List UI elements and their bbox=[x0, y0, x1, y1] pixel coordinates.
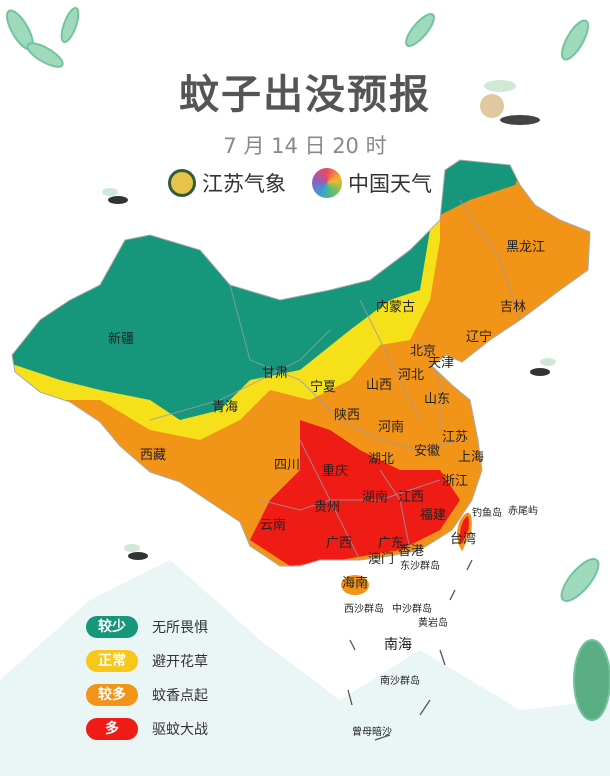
jiangsu-weather-logo: 江苏气象 bbox=[168, 168, 286, 198]
label-hubei: 湖北 bbox=[368, 452, 395, 467]
label-zhejiang: 浙江 bbox=[442, 474, 469, 489]
label-guangxi: 广西 bbox=[326, 536, 353, 551]
label-beijing: 北京 bbox=[410, 344, 437, 359]
label-neimenggu: 内蒙古 bbox=[376, 300, 416, 315]
region-many bbox=[250, 420, 460, 566]
label-henan: 河南 bbox=[378, 420, 405, 435]
hainan-shape bbox=[341, 575, 369, 595]
mosquito-icon bbox=[480, 80, 540, 125]
label-chongqing: 重庆 bbox=[322, 464, 349, 479]
china-outline bbox=[11, 159, 591, 567]
label-taiwan: 台湾 bbox=[450, 532, 477, 547]
china-weather-logo: 中国天气 bbox=[312, 168, 432, 198]
label-xisha: 西沙群岛 bbox=[344, 604, 384, 615]
label-xinjiang: 新疆 bbox=[108, 332, 135, 347]
label-huangyan: 黄岩岛 bbox=[418, 618, 448, 629]
label-qinghai: 青海 bbox=[212, 400, 239, 415]
label-shanxi: 山西 bbox=[366, 378, 393, 393]
label-dongsha: 东沙群岛 bbox=[400, 561, 440, 572]
label-fujian: 福建 bbox=[420, 508, 447, 523]
legend-desc: 避开花草 bbox=[152, 654, 208, 670]
label-hunan: 湖南 bbox=[362, 490, 389, 505]
legend-item-less: 较少 无所畏惧 bbox=[86, 610, 208, 644]
label-nansha: 南沙群岛 bbox=[380, 676, 420, 687]
legend-item-more: 较多 蚊香点起 bbox=[86, 678, 208, 712]
label-jiangxi: 江西 bbox=[398, 490, 425, 505]
taiwan-shape bbox=[457, 512, 472, 552]
label-diaoyu: 钓鱼岛 bbox=[472, 508, 502, 519]
legend-desc: 蚊香点起 bbox=[152, 688, 208, 704]
jiangsu-emblem-icon bbox=[168, 169, 196, 197]
legend-pill: 多 bbox=[86, 718, 138, 740]
mosquito-icon bbox=[102, 188, 128, 204]
label-yunnan: 云南 bbox=[260, 518, 287, 533]
legend-pill: 较多 bbox=[86, 684, 138, 706]
legend-pill: 较少 bbox=[86, 616, 138, 638]
rainbow-swirl-icon bbox=[312, 168, 342, 198]
legend: 较少 无所畏惧 正常 避开花草 较多 蚊香点起 多 驱蚊大战 bbox=[86, 610, 208, 746]
label-xizang: 西藏 bbox=[140, 448, 167, 463]
legend-item-normal: 正常 避开花草 bbox=[86, 644, 208, 678]
province-borders bbox=[149, 199, 521, 561]
legend-pill: 正常 bbox=[86, 650, 138, 672]
legend-desc: 无所畏惧 bbox=[152, 620, 208, 636]
label-anhui: 安徽 bbox=[414, 444, 441, 459]
label-hongkong: 香港 bbox=[398, 544, 425, 559]
label-liaoning: 辽宁 bbox=[466, 330, 493, 345]
label-heilongjiang: 黑龙江 bbox=[506, 240, 546, 255]
legend-desc: 驱蚊大战 bbox=[152, 722, 208, 738]
label-shaanxi: 陕西 bbox=[334, 408, 361, 423]
label-hebei: 河北 bbox=[398, 368, 425, 383]
label-jiangsu: 江苏 bbox=[442, 430, 469, 445]
label-south-sea: 南海 bbox=[384, 637, 412, 653]
jiangsu-logo-text: 江苏气象 bbox=[202, 172, 286, 196]
label-gansu: 甘肃 bbox=[262, 366, 289, 381]
legend-item-many: 多 驱蚊大战 bbox=[86, 712, 208, 746]
label-shanghai: 上海 bbox=[458, 450, 485, 465]
label-macau: 澳门 bbox=[368, 552, 395, 567]
label-chiwei: 赤尾屿 bbox=[508, 506, 538, 517]
label-ningxia: 宁夏 bbox=[310, 380, 337, 395]
background-mountain bbox=[0, 560, 610, 776]
label-hainan: 海南 bbox=[342, 576, 369, 591]
mosquito-icon bbox=[530, 358, 556, 376]
label-zhongsha: 中沙群岛 bbox=[392, 604, 432, 615]
label-sichuan: 四川 bbox=[274, 458, 301, 473]
region-less-northeast bbox=[440, 160, 530, 215]
label-tianjin: 天津 bbox=[428, 356, 455, 371]
forecast-time: 7 月 14 日 20 时 bbox=[223, 134, 387, 158]
label-shandong: 山东 bbox=[424, 392, 451, 407]
label-jilin: 吉林 bbox=[500, 300, 527, 315]
page-title: 蚊子出没预报 bbox=[179, 72, 431, 118]
mosquito-icon bbox=[124, 544, 148, 560]
china-weather-logo-text: 中国天气 bbox=[348, 172, 432, 196]
label-guangdong: 广东 bbox=[378, 536, 405, 551]
nine-dash-line bbox=[347, 559, 473, 741]
label-zengmu: 曾母暗沙 bbox=[352, 727, 392, 738]
label-guizhou: 贵州 bbox=[314, 500, 341, 515]
